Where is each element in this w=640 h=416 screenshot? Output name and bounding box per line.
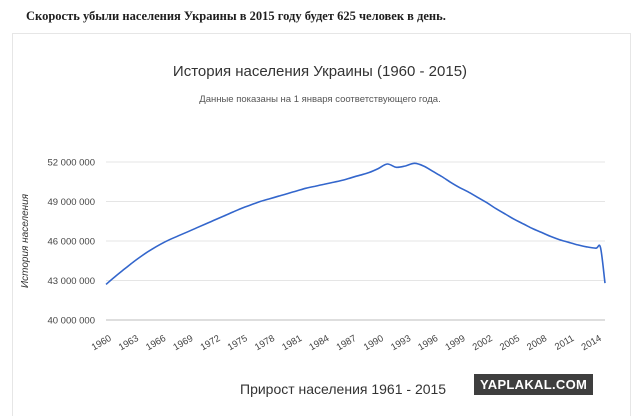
series-line xyxy=(105,162,606,286)
x-tick-label: 1984 xyxy=(307,333,331,353)
x-tick-label: 1963 xyxy=(117,333,141,353)
next-chart-title: Прирост населения 1961 - 2015 xyxy=(240,381,447,397)
x-tick-label: 1978 xyxy=(253,333,277,353)
x-tick-label: 2008 xyxy=(525,333,549,353)
x-tick-label: 1993 xyxy=(389,333,413,353)
x-tick-label: 1975 xyxy=(226,333,250,353)
x-tick-label: 2011 xyxy=(553,333,576,353)
x-tick-label: 2002 xyxy=(471,333,495,353)
x-tick-labels: 1960 1963 1966 1969 1972 1975 1978 1981 1984 1987… xyxy=(90,333,604,353)
grid-lines xyxy=(106,161,605,321)
y-tick-label: 52 000 000 xyxy=(47,158,95,169)
x-tick-label: 1969 xyxy=(171,333,195,353)
x-tick-label: 2005 xyxy=(498,333,522,353)
x-tick-label: 1960 xyxy=(90,333,114,353)
x-tick-label: 2014 xyxy=(580,333,604,353)
chart-panel xyxy=(12,33,631,416)
chart-subtitle: Данные показаны на 1 января соответствую… xyxy=(199,94,441,105)
x-tick-label: 1966 xyxy=(144,333,168,353)
y-tick-label: 46 000 000 xyxy=(47,237,95,248)
x-tick-label: 1981 xyxy=(280,333,304,353)
watermark-logo: YAPLAKAL.COM xyxy=(474,374,594,395)
x-tick-label: 1987 xyxy=(335,333,359,353)
x-tick-label: 1990 xyxy=(362,333,386,353)
y-axis-label: История населения xyxy=(20,193,31,288)
x-tick-label: 1996 xyxy=(416,333,440,353)
series-group xyxy=(105,162,606,286)
article-caption: Скорость убыли населения Украины в 2015 … xyxy=(26,9,446,23)
y-tick-label: 43 000 000 xyxy=(47,276,95,287)
chart-title: История населения Украины (1960 - 2015) xyxy=(172,63,468,80)
y-tick-label: 40 000 000 xyxy=(47,316,95,327)
y-tick-label: 49 000 000 xyxy=(47,197,95,208)
x-tick-label: 1999 xyxy=(444,333,468,353)
y-tick-labels: 40 000 000 43 000 000 46 000 000 49 000 000… xyxy=(47,158,95,327)
x-tick-label: 1972 xyxy=(199,333,223,353)
